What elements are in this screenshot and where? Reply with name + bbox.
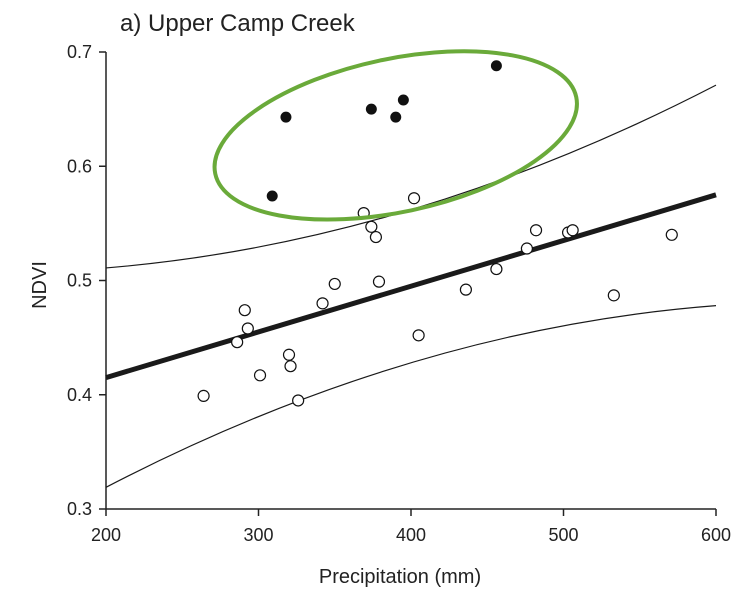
open-point — [566, 224, 579, 237]
upper-band-line — [105, 84, 717, 269]
y-axis-label: NDVI — [29, 261, 51, 309]
open-point — [292, 394, 305, 407]
x-axis-label: Precipitation (mm) — [319, 566, 481, 588]
open-point — [369, 230, 383, 244]
open-point — [520, 242, 534, 255]
open-point — [284, 360, 297, 373]
plot-area: 200 300 400 500 600 0.3 0.4 0.5 0.6 0.7 — [67, 42, 731, 545]
open-point — [665, 228, 678, 241]
open-point — [412, 329, 425, 342]
open-point — [490, 262, 503, 276]
y-tick-label: 0.6 — [67, 156, 92, 176]
x-tick-label: 300 — [243, 525, 273, 545]
highlight-ellipse — [212, 49, 579, 222]
regression-line — [105, 192, 717, 381]
data-points — [197, 60, 678, 407]
open-point — [328, 277, 341, 291]
open-point — [372, 275, 386, 288]
filled-point — [490, 60, 502, 72]
lower-band-line — [105, 305, 717, 488]
chart-title: a) Upper Camp Creek — [120, 10, 356, 37]
open-point — [282, 348, 296, 361]
annotations — [212, 49, 579, 222]
open-point — [529, 224, 543, 237]
filled-point — [397, 94, 409, 106]
open-point — [365, 220, 378, 233]
filled-point — [266, 190, 278, 202]
filled-point — [280, 111, 292, 123]
x-tick-label: 500 — [548, 525, 578, 545]
open-point — [241, 322, 254, 335]
y-tick-label: 0.4 — [67, 385, 92, 405]
open-point — [459, 283, 472, 296]
open-point — [316, 297, 329, 310]
open-point — [238, 304, 251, 317]
y-tick-label: 0.5 — [67, 271, 92, 291]
x-tick-label: 400 — [396, 525, 426, 545]
open-point — [407, 192, 421, 205]
y-tick-label: 0.7 — [67, 42, 92, 62]
open-point — [197, 389, 210, 402]
fit-lines — [105, 84, 717, 488]
y-tick-label: 0.3 — [67, 499, 92, 519]
axis-ticks: 200 300 400 500 600 0.3 0.4 0.5 0.6 0.7 — [67, 42, 731, 545]
x-tick-label: 200 — [91, 525, 121, 545]
open-point — [253, 369, 267, 382]
open-point — [607, 289, 620, 302]
filled-point — [365, 103, 377, 115]
open-point — [231, 336, 244, 349]
filled-point — [390, 111, 402, 123]
x-tick-label: 600 — [701, 525, 731, 545]
